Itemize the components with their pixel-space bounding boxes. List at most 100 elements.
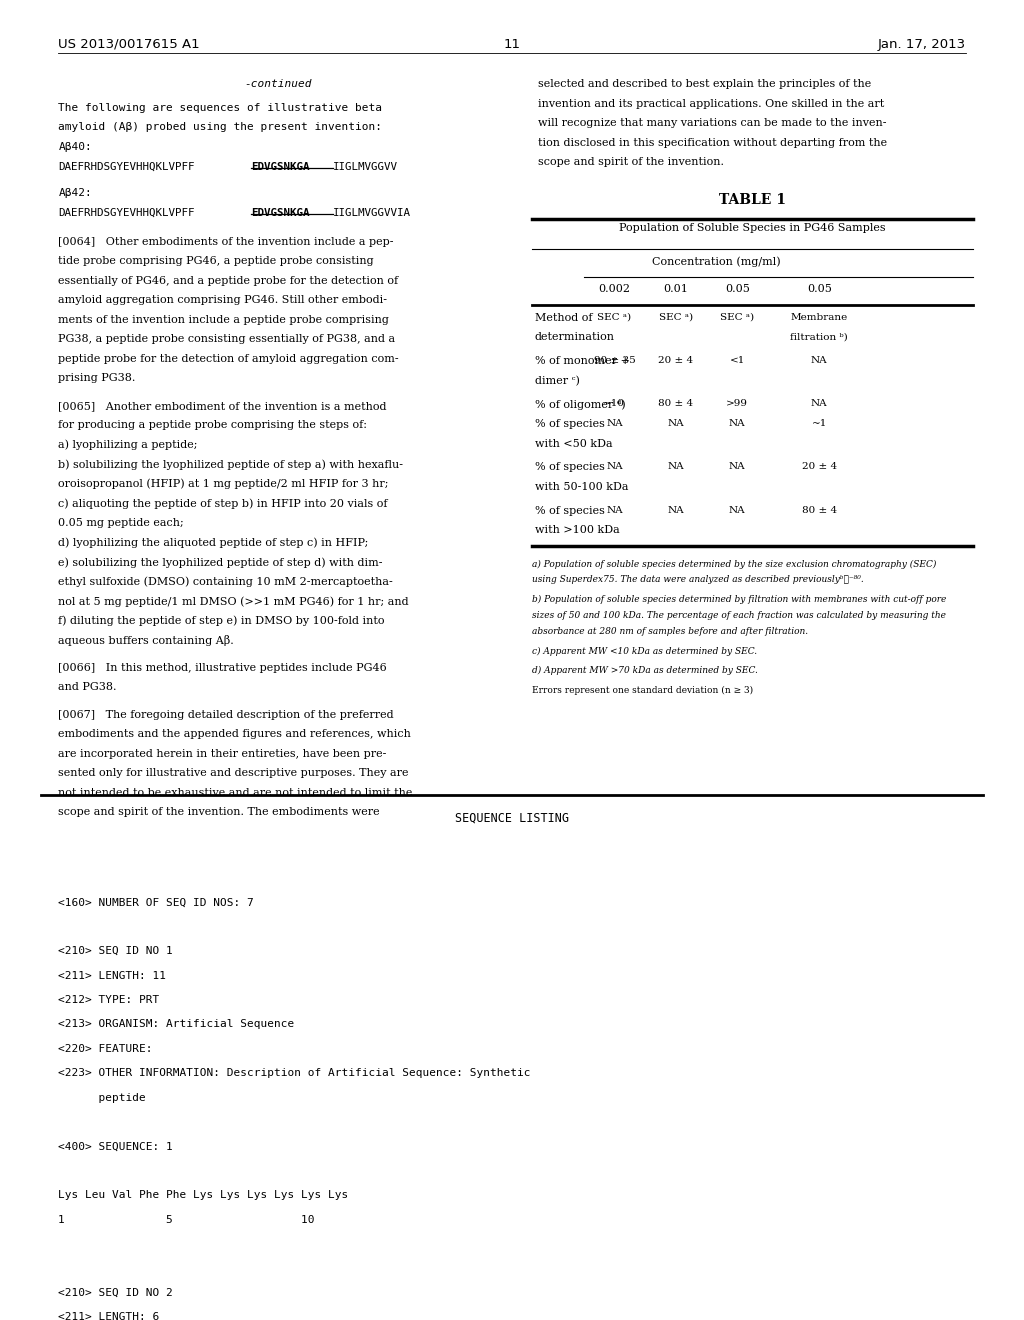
Text: aqueous buffers containing Aβ.: aqueous buffers containing Aβ. [58, 635, 234, 647]
Text: <220> FEATURE:: <220> FEATURE: [58, 1044, 153, 1053]
Text: SEC ᵃ): SEC ᵃ) [720, 313, 755, 322]
Text: -continued: -continued [245, 79, 312, 90]
Text: f) diluting the peptide of step e) in DMSO by 100-fold into: f) diluting the peptide of step e) in DM… [58, 615, 385, 626]
Text: dimer ᶜ): dimer ᶜ) [535, 376, 580, 385]
Text: Jan. 17, 2013: Jan. 17, 2013 [878, 37, 966, 50]
Text: Population of Soluble Species in PG46 Samples: Population of Soluble Species in PG46 Sa… [620, 223, 886, 234]
Text: % of species: % of species [535, 418, 604, 429]
Text: oroisopropanol (HFIP) at 1 mg peptide/2 ml HFIP for 3 hr;: oroisopropanol (HFIP) at 1 mg peptide/2 … [58, 479, 389, 490]
Text: peptide probe for the detection of amyloid aggregation com-: peptide probe for the detection of amylo… [58, 354, 399, 364]
Text: filtration ᵇ): filtration ᵇ) [791, 333, 848, 342]
Text: 0.002: 0.002 [598, 284, 631, 294]
Text: US 2013/0017615 A1: US 2013/0017615 A1 [58, 37, 200, 50]
Text: a) Population of soluble species determined by the size exclusion chromatography: a) Population of soluble species determi… [532, 560, 937, 569]
Text: % of species: % of species [535, 506, 604, 516]
Text: e) solubilizing the lyophilized peptide of step d) with dim-: e) solubilizing the lyophilized peptide … [58, 557, 383, 568]
Text: ethyl sulfoxide (DMSO) containing 10 mM 2-mercaptoetha-: ethyl sulfoxide (DMSO) containing 10 mM … [58, 577, 393, 587]
Text: prising PG38.: prising PG38. [58, 374, 136, 383]
Text: Errors represent one standard deviation (n ≥ 3): Errors represent one standard deviation … [532, 686, 754, 696]
Text: are incorporated herein in their entireties, have been pre-: are incorporated herein in their entiret… [58, 748, 387, 759]
Text: absorbance at 280 nm of samples before and after filtration.: absorbance at 280 nm of samples before a… [532, 627, 809, 636]
Text: <210> SEQ ID NO 2: <210> SEQ ID NO 2 [58, 1288, 173, 1298]
Text: will recognize that many variations can be made to the inven-: will recognize that many variations can … [538, 119, 886, 128]
Text: amyloid aggregation comprising PG46. Still other embodi-: amyloid aggregation comprising PG46. Sti… [58, 296, 387, 305]
Text: The following are sequences of illustrative beta: The following are sequences of illustrat… [58, 103, 382, 114]
Text: NA: NA [811, 356, 827, 366]
Text: sented only for illustrative and descriptive purposes. They are: sented only for illustrative and descrip… [58, 768, 409, 779]
Text: essentially of PG46, and a peptide probe for the detection of: essentially of PG46, and a peptide probe… [58, 276, 398, 285]
Text: SEC ᵃ): SEC ᵃ) [597, 313, 632, 322]
Text: with 50-100 kDa: with 50-100 kDa [535, 482, 628, 492]
Text: 20 ± 4: 20 ± 4 [658, 356, 693, 366]
Text: NA: NA [668, 506, 684, 515]
Text: >99: >99 [726, 400, 749, 408]
Text: Aβ42:: Aβ42: [58, 187, 92, 198]
Text: % of species: % of species [535, 462, 604, 473]
Text: <160> NUMBER OF SEQ ID NOS: 7: <160> NUMBER OF SEQ ID NOS: 7 [58, 898, 254, 907]
Text: amyloid (Aβ) probed using the present invention:: amyloid (Aβ) probed using the present in… [58, 123, 382, 132]
Text: NA: NA [729, 506, 745, 515]
Text: and PG38.: and PG38. [58, 682, 117, 692]
Text: DAEFRHDSGYEVHHQKLVPFF: DAEFRHDSGYEVHHQKLVPFF [58, 207, 195, 218]
Text: Concentration (mg/ml): Concentration (mg/ml) [652, 256, 781, 267]
Text: b) Population of soluble species determined by filtration with membranes with cu: b) Population of soluble species determi… [532, 595, 947, 605]
Text: ~1: ~1 [811, 418, 827, 428]
Text: embodiments and the appended figures and references, which: embodiments and the appended figures and… [58, 729, 412, 739]
Text: not intended to be exhaustive and are not intended to limit the: not intended to be exhaustive and are no… [58, 788, 413, 797]
Text: d) Apparent MW >70 kDa as determined by SEC.: d) Apparent MW >70 kDa as determined by … [532, 667, 759, 676]
Text: determination: determination [535, 333, 614, 342]
Text: <223> OTHER INFORMATION: Description of Artificial Sequence: Synthetic: <223> OTHER INFORMATION: Description of … [58, 1068, 530, 1078]
Text: % of oligomer ᵈ): % of oligomer ᵈ) [535, 400, 626, 411]
Text: NA: NA [668, 462, 684, 471]
Text: c) aliquoting the peptide of step b) in HFIP into 20 vials of: c) aliquoting the peptide of step b) in … [58, 499, 388, 510]
Text: EDVGSNKGA: EDVGSNKGA [251, 161, 309, 172]
Text: % of monomer +: % of monomer + [535, 356, 630, 366]
Text: NA: NA [606, 462, 623, 471]
Text: PG38, a peptide probe consisting essentially of PG38, and a: PG38, a peptide probe consisting essenti… [58, 334, 395, 345]
Text: 90 ± 35: 90 ± 35 [594, 356, 635, 366]
Text: [0067]   The foregoing detailed description of the preferred: [0067] The foregoing detailed descriptio… [58, 710, 394, 719]
Text: tide probe comprising PG46, a peptide probe consisting: tide probe comprising PG46, a peptide pr… [58, 256, 374, 267]
Text: NA: NA [811, 400, 827, 408]
Text: SEQUENCE LISTING: SEQUENCE LISTING [455, 812, 569, 825]
Text: a) lyophilizing a peptide;: a) lyophilizing a peptide; [58, 440, 198, 450]
Text: Lys Leu Val Phe Phe Lys Lys Lys Lys Lys Lys: Lys Leu Val Phe Phe Lys Lys Lys Lys Lys … [58, 1191, 348, 1200]
Text: <212> TYPE: PRT: <212> TYPE: PRT [58, 995, 160, 1005]
Text: <400> SEQUENCE: 1: <400> SEQUENCE: 1 [58, 1142, 173, 1151]
Text: invention and its practical applications. One skilled in the art: invention and its practical applications… [538, 99, 884, 108]
Text: NA: NA [606, 506, 623, 515]
Text: using Superdex75. The data were analyzed as described previouslyᵇᶀ⁻⁸⁰.: using Superdex75. The data were analyzed… [532, 576, 864, 585]
Text: nol at 5 mg peptide/1 ml DMSO (>>1 mM PG46) for 1 hr; and: nol at 5 mg peptide/1 ml DMSO (>>1 mM PG… [58, 597, 409, 607]
Text: with <50 kDa: with <50 kDa [535, 438, 612, 449]
Text: peptide: peptide [58, 1093, 146, 1102]
Text: 0.05 mg peptide each;: 0.05 mg peptide each; [58, 517, 184, 528]
Text: Method of: Method of [535, 313, 592, 323]
Text: ments of the invention include a peptide probe comprising: ments of the invention include a peptide… [58, 314, 389, 325]
Text: selected and described to best explain the principles of the: selected and described to best explain t… [538, 79, 870, 90]
Text: <210> SEQ ID NO 1: <210> SEQ ID NO 1 [58, 946, 173, 956]
Text: <213> ORGANISM: Artificial Sequence: <213> ORGANISM: Artificial Sequence [58, 1019, 295, 1030]
Text: with >100 kDa: with >100 kDa [535, 525, 620, 535]
Text: <1: <1 [729, 356, 745, 366]
Text: DAEFRHDSGYEVHHQKLVPFF: DAEFRHDSGYEVHHQKLVPFF [58, 161, 195, 172]
Text: Aβ40:: Aβ40: [58, 143, 92, 152]
Text: IIGLMVGGVVIA: IIGLMVGGVVIA [334, 207, 412, 218]
Text: 0.05: 0.05 [725, 284, 750, 294]
Text: 80 ± 4: 80 ± 4 [802, 506, 837, 515]
Text: <211> LENGTH: 6: <211> LENGTH: 6 [58, 1312, 160, 1320]
Text: ~10: ~10 [603, 400, 626, 408]
Text: tion disclosed in this specification without departing from the: tion disclosed in this specification wit… [538, 137, 887, 148]
Text: [0065]   Another embodiment of the invention is a method: [0065] Another embodiment of the inventi… [58, 401, 387, 411]
Text: sizes of 50 and 100 kDa. The percentage of each fraction was calculated by measu: sizes of 50 and 100 kDa. The percentage … [532, 611, 946, 620]
Text: 1               5                   10: 1 5 10 [58, 1214, 314, 1225]
Text: SEC ᵃ): SEC ᵃ) [658, 313, 693, 322]
Text: [0064]   Other embodiments of the invention include a pep-: [0064] Other embodiments of the inventio… [58, 236, 394, 247]
Text: NA: NA [606, 418, 623, 428]
Text: <211> LENGTH: 11: <211> LENGTH: 11 [58, 970, 166, 981]
Text: NA: NA [668, 418, 684, 428]
Text: for producing a peptide probe comprising the steps of:: for producing a peptide probe comprising… [58, 420, 368, 430]
Text: Membrane: Membrane [791, 313, 848, 322]
Text: 0.05: 0.05 [807, 284, 831, 294]
Text: [0066]   In this method, illustrative peptides include PG46: [0066] In this method, illustrative pept… [58, 663, 387, 673]
Text: IIGLMVGGVV: IIGLMVGGVV [334, 161, 398, 172]
